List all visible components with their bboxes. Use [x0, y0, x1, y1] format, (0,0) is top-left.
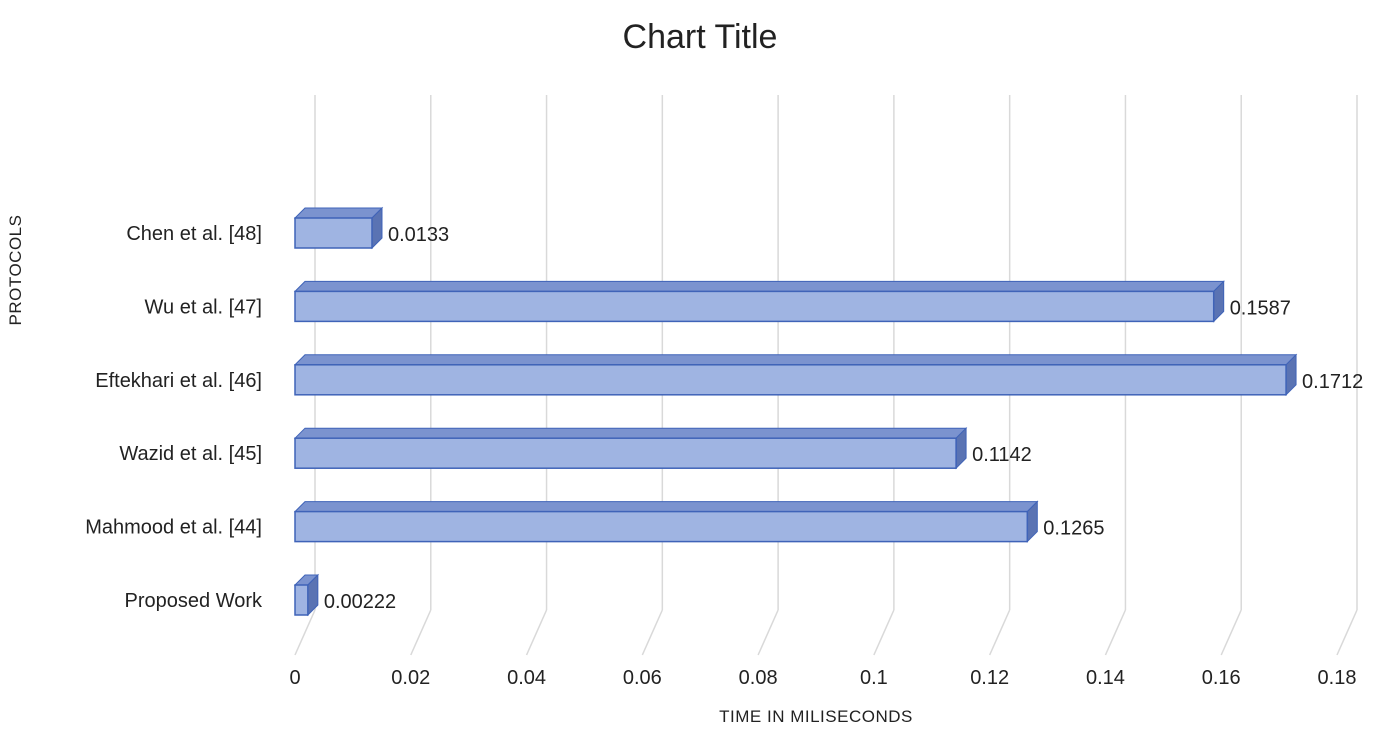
gridline-floor	[525, 609, 548, 656]
gridline-floor	[410, 609, 432, 656]
gridline-floor	[873, 609, 895, 656]
bar	[294, 217, 373, 249]
data-label: 0.1265	[1043, 518, 1104, 540]
bar-top	[293, 280, 1225, 292]
bar	[294, 290, 1215, 323]
gridline-floor	[294, 609, 316, 656]
gridline-floor	[988, 609, 1011, 656]
gridline-floor	[1220, 609, 1242, 656]
x-tick-label: 0.1	[860, 667, 888, 689]
x-tick-label: 0.06	[623, 667, 662, 689]
x-tick-label: 0.12	[970, 667, 1009, 689]
gridline-floor	[1104, 609, 1127, 656]
chart-title: Chart Title	[622, 18, 778, 56]
category-label: Eftekhari et al. [46]	[95, 370, 262, 392]
gridline-floor	[757, 609, 779, 656]
x-tick-label: 0.14	[1086, 667, 1125, 689]
category-label: Mahmood et al. [44]	[85, 517, 262, 539]
category-label: Proposed Work	[125, 590, 263, 612]
x-tick-label: 0	[289, 667, 300, 689]
bar-top	[293, 207, 384, 219]
x-tick-label: 0.08	[739, 667, 778, 689]
category-label: Wu et al. [47]	[145, 296, 262, 318]
bar-top	[293, 427, 968, 439]
x-tick-label: 0.02	[391, 667, 430, 689]
data-label: 0.0133	[388, 224, 449, 246]
bar-top	[293, 354, 1298, 366]
data-label: 0.1142	[972, 444, 1032, 466]
category-label: Chen et al. [48]	[126, 223, 262, 245]
data-label: 0.1712	[1302, 371, 1363, 393]
bar	[294, 437, 957, 469]
gridline-floor	[1336, 609, 1358, 656]
category-label: Wazid et al. [45]	[119, 443, 262, 465]
x-tick-label: 0.04	[507, 667, 546, 689]
data-label: 0.00222	[324, 591, 396, 613]
gridline-floor	[641, 609, 664, 656]
bar	[294, 510, 1029, 543]
data-label: 0.1587	[1230, 297, 1291, 319]
bar	[294, 584, 309, 616]
bar-top	[293, 501, 1039, 513]
x-tick-label: 0.16	[1202, 667, 1241, 689]
bar	[294, 364, 1287, 396]
x-axis-label: TIME IN MILISECONDS	[719, 707, 913, 726]
x-tick-label: 0.18	[1318, 667, 1357, 689]
